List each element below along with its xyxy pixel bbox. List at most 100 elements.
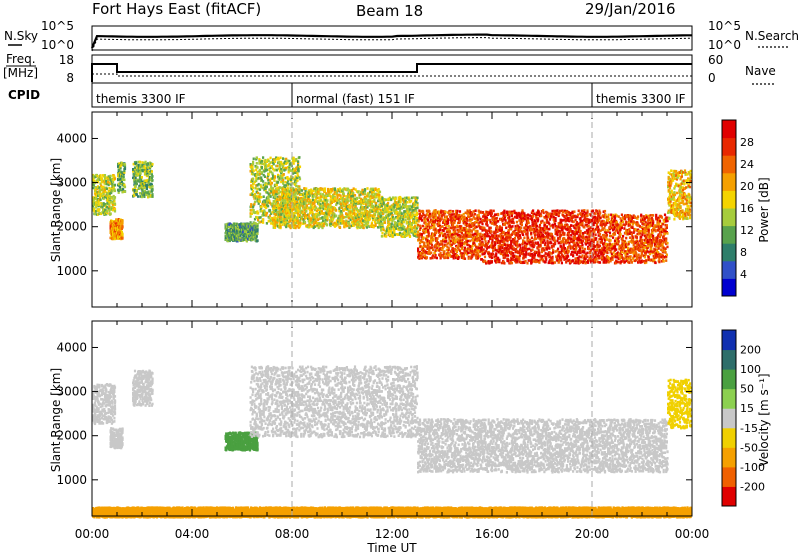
echo-cell: [295, 200, 298, 204]
echo-cell: [465, 216, 468, 220]
echo-cell: [410, 211, 413, 215]
echo-cell: [298, 200, 302, 204]
echo-cell: [426, 247, 429, 250]
echo-cell: [143, 179, 146, 183]
echo-cell: [344, 215, 347, 219]
echo-cell: [277, 215, 280, 218]
echo-cell: [479, 211, 482, 214]
echo-cell: [412, 217, 415, 221]
echo-cell: [424, 226, 427, 229]
echo-cell: [423, 242, 426, 246]
echo-cell: [309, 198, 312, 202]
echo-cell: [410, 196, 413, 200]
echo-cell: [256, 224, 259, 228]
echo-cell: [250, 180, 253, 183]
echo-cell: [363, 211, 366, 215]
echo-cell: [457, 215, 460, 219]
nave-right-tick-top: 60: [708, 53, 723, 67]
echo-cell: [274, 207, 277, 210]
echo-cell: [438, 229, 441, 233]
echo-cell: [419, 226, 422, 230]
echo-cell: [441, 210, 444, 213]
echo-cell: [105, 182, 108, 186]
echo-cell: [145, 185, 148, 189]
echo-cell: [408, 200, 412, 204]
echo-cell: [143, 161, 146, 165]
echo-cell: [404, 218, 407, 222]
echo-cell: [339, 194, 342, 198]
echo-cell: [96, 203, 99, 207]
echo-cell: [260, 165, 263, 169]
echo-cell: [282, 187, 285, 191]
echo-cell: [380, 214, 383, 218]
echo-cell: [354, 188, 357, 191]
echo-cell: [468, 209, 472, 212]
echo-cell: [403, 215, 407, 218]
echo-cell: [117, 178, 120, 182]
echo-cell: [265, 166, 268, 169]
echo-cell: [322, 219, 325, 223]
echo-cell: [443, 232, 447, 236]
echo-cell: [398, 218, 402, 221]
echo-cell: [467, 215, 470, 219]
echo-cell: [95, 192, 98, 196]
echo-cell: [319, 203, 322, 206]
echo-cell: [442, 245, 445, 248]
echo-cell: [293, 212, 296, 215]
echo-cell: [318, 207, 321, 210]
echo-cell: [424, 221, 427, 225]
echo-cell: [115, 226, 118, 230]
echo-cell: [297, 185, 300, 188]
echo-cell: [299, 188, 302, 192]
echo-cell: [107, 183, 110, 187]
echo-cell: [412, 205, 415, 208]
echo-cell: [310, 219, 313, 222]
echo-cell: [325, 213, 328, 217]
echo-cell: [250, 184, 253, 187]
echo-cell: [292, 198, 295, 201]
echo-cell: [347, 187, 350, 191]
echo-cell: [390, 230, 393, 233]
echo-cell: [377, 199, 380, 203]
echo-cell: [303, 195, 307, 199]
echo-cell: [111, 189, 114, 193]
echo-cell: [444, 215, 447, 219]
echo-cell: [261, 214, 264, 217]
echo-cell: [353, 206, 357, 210]
echo-cell: [280, 208, 283, 211]
echo-cell: [228, 231, 231, 235]
echo-cell: [113, 197, 116, 201]
echo-cell: [349, 218, 352, 222]
echo-cell: [325, 212, 328, 215]
echo-cell: [474, 238, 477, 241]
echo-cell: [419, 245, 422, 248]
echo-cell: [258, 162, 261, 165]
echo-cell: [353, 208, 356, 212]
echo-cell: [113, 175, 116, 179]
echo-cell: [410, 215, 413, 218]
echo-cell: [360, 211, 363, 214]
echo-cell: [134, 179, 137, 183]
echo-cell: [377, 226, 380, 229]
echo-cell: [294, 175, 297, 178]
echo-cell: [274, 183, 277, 187]
echo-cell: [144, 179, 147, 183]
echo-cell: [411, 226, 414, 229]
echo-cell: [427, 223, 430, 226]
echo-cell: [420, 255, 423, 258]
echo-cell: [287, 215, 290, 218]
echo-cell: [388, 213, 391, 216]
echo-cell: [298, 205, 302, 208]
echo-cell: [441, 225, 444, 228]
echo-cell: [376, 221, 379, 224]
echo-cell: [101, 194, 104, 198]
echo-cell: [435, 237, 438, 240]
echo-cell: [321, 212, 324, 215]
echo-cell: [435, 229, 438, 233]
echo-cell: [447, 256, 450, 260]
echo-cell: [403, 210, 407, 213]
echo-cell: [92, 204, 95, 207]
echo-cell: [357, 190, 360, 193]
echo-cell: [117, 191, 120, 194]
echo-cell: [365, 226, 368, 229]
